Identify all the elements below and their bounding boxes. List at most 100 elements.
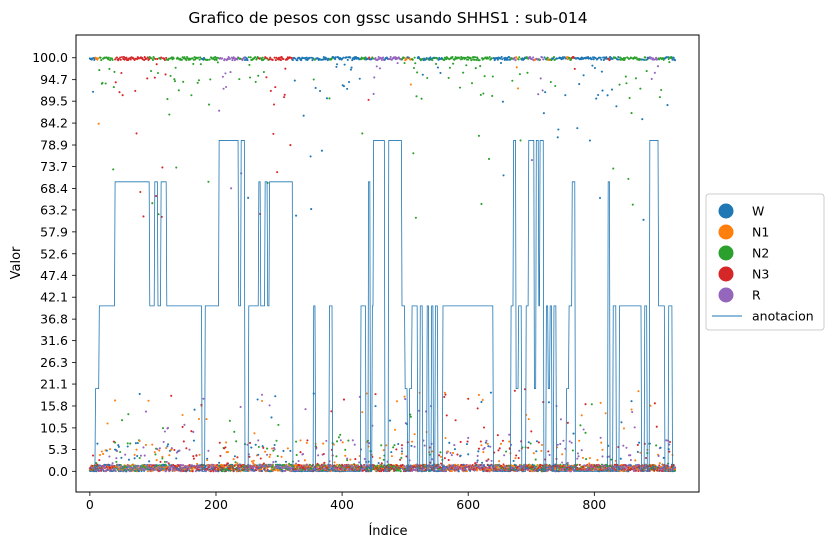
point-n1 [225,441,228,444]
point-w [117,445,120,448]
point-r [368,442,371,445]
point-n2 [196,81,199,84]
point-n3 [114,58,117,61]
point-w [527,441,530,444]
point-n3 [498,447,501,450]
point-n2 [447,76,450,79]
point-w [487,445,490,448]
point-n2 [262,70,265,74]
point-w [556,136,559,139]
point-n2 [247,56,250,59]
point-n3 [342,398,346,401]
point-n2 [266,447,269,450]
point-w [320,149,323,152]
point-w [636,450,639,454]
point-r [144,410,148,413]
point-w [667,56,670,59]
point-n3 [218,441,221,444]
point-n2 [448,66,451,69]
legend-label: N3 [752,267,769,282]
point-w [134,442,137,445]
point-r [601,455,604,458]
point-n2 [518,56,521,59]
point-n3 [482,426,486,429]
point-n2 [487,157,491,161]
point-n2 [249,56,252,59]
point-r [222,87,225,90]
point-r [540,56,544,59]
point-n2 [482,92,485,95]
point-r [600,466,603,469]
point-r [225,85,228,89]
point-n1 [411,440,414,443]
point-n3 [236,456,239,459]
point-n3 [146,77,149,80]
point-n2 [114,441,117,444]
point-n2 [584,431,587,434]
point-r [400,447,404,450]
point-n1 [260,399,264,403]
point-n3 [265,76,268,79]
point-w [476,459,479,462]
point-n2 [464,56,467,59]
point-n3 [467,397,470,400]
point-n1 [532,452,535,455]
point-n3 [139,190,142,194]
point-r [426,465,429,468]
point-w [642,218,645,221]
point-r [568,440,571,443]
point-n2 [254,56,257,59]
point-n2 [529,442,532,445]
point-n3 [445,414,448,417]
y-tick-label: 26.3 [40,355,68,370]
point-n1 [477,393,480,396]
point-n1 [303,459,306,462]
point-n3 [530,430,533,433]
point-w [617,55,620,59]
point-r [184,465,187,468]
point-n2 [478,59,481,62]
point-n3 [486,470,489,473]
point-n2 [235,440,238,443]
point-r [548,453,551,457]
point-n3 [182,469,185,473]
point-n3 [658,464,661,467]
point-n2 [199,56,202,59]
point-r [268,404,271,407]
point-n1 [599,401,602,404]
legend-label: R [752,288,761,303]
point-r [325,439,328,442]
point-n1 [158,449,161,452]
point-n3 [361,469,364,472]
point-r [665,439,668,442]
point-w [501,58,504,61]
point-r [532,56,535,59]
point-n1 [205,418,208,421]
point-n2 [312,78,315,81]
point-n1 [181,413,184,417]
point-r [142,446,145,449]
point-n3 [216,463,219,467]
legend-label: anotacion [752,309,814,324]
point-n2 [207,180,210,183]
point-n2 [115,460,118,463]
point-w [93,58,96,61]
point-n2 [359,58,363,61]
point-r [576,452,579,455]
point-r [207,449,210,452]
point-r [489,445,492,448]
point-n2 [216,61,219,64]
point-w [439,71,442,74]
point-n2 [462,71,465,74]
point-n3 [283,96,286,99]
point-n3 [91,454,95,457]
point-w [465,443,469,446]
point-n1 [446,450,450,453]
point-r [163,430,166,433]
point-w [138,392,141,396]
point-n2 [431,59,434,62]
point-w [599,56,602,59]
point-n3 [374,393,377,396]
point-n3 [164,73,167,76]
point-n1 [268,455,271,459]
